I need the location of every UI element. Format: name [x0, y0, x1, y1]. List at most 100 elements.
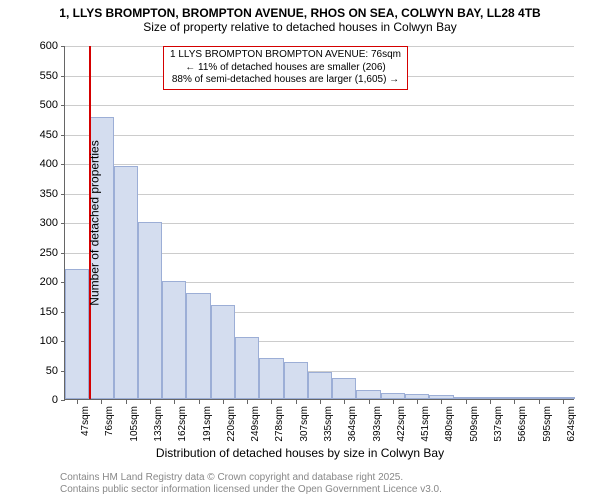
- histogram-bar: [502, 397, 526, 399]
- grid-line: [65, 105, 574, 106]
- xtick-label: 422sqm: [396, 406, 407, 442]
- xtick-label: 162sqm: [177, 406, 188, 442]
- histogram-bar: [454, 397, 478, 399]
- annotation-line: 88% of semi-detached houses are larger (…: [170, 74, 401, 87]
- xtick-label: 133sqm: [153, 406, 164, 442]
- xtick-label: 537sqm: [493, 406, 504, 442]
- xtick-mark: [223, 400, 224, 404]
- ytick-mark: [61, 105, 65, 106]
- xtick-label: 249sqm: [250, 406, 261, 442]
- footer-line: Contains public sector information licen…: [60, 484, 590, 496]
- ytick-label: 500: [40, 99, 58, 111]
- histogram-bar: [211, 305, 235, 399]
- chart-subtitle: Size of property relative to detached ho…: [0, 20, 600, 34]
- ytick-mark: [61, 76, 65, 77]
- grid-line: [65, 194, 574, 195]
- xtick-mark: [344, 400, 345, 404]
- histogram-bar: [332, 378, 356, 399]
- ytick-mark: [61, 194, 65, 195]
- xtick-label: 451sqm: [420, 406, 431, 442]
- chart-footer: Contains HM Land Registry data © Crown c…: [60, 472, 590, 496]
- ytick-label: 450: [40, 129, 58, 141]
- xtick-label: 76sqm: [104, 406, 115, 436]
- xtick-label: 105sqm: [129, 406, 140, 442]
- ytick-label: 400: [40, 158, 58, 170]
- xtick-mark: [271, 400, 272, 404]
- xtick-label: 47sqm: [80, 406, 91, 436]
- ytick-label: 0: [52, 394, 58, 406]
- xtick-label: 220sqm: [226, 406, 237, 442]
- histogram-bar: [186, 293, 210, 399]
- xtick-mark: [393, 400, 394, 404]
- grid-line: [65, 164, 574, 165]
- ytick-label: 150: [40, 306, 58, 318]
- x-axis-label: Distribution of detached houses by size …: [0, 446, 600, 460]
- xtick-label: 566sqm: [517, 406, 528, 442]
- xtick-label: 307sqm: [299, 406, 310, 442]
- xtick-mark: [369, 400, 370, 404]
- xtick-mark: [563, 400, 564, 404]
- histogram-bar: [356, 390, 380, 399]
- ytick-mark: [61, 135, 65, 136]
- chart-title-block: 1, LLYS BROMPTON, BROMPTON AVENUE, RHOS …: [0, 6, 600, 34]
- xtick-label: 364sqm: [347, 406, 358, 442]
- histogram-bar: [259, 358, 283, 399]
- histogram-bar: [526, 397, 550, 399]
- ytick-label: 350: [40, 188, 58, 200]
- histogram-bar: [65, 269, 89, 399]
- xtick-mark: [101, 400, 102, 404]
- xtick-mark: [441, 400, 442, 404]
- annotation-box: 1 LLYS BROMPTON BROMPTON AVENUE: 76sqm ←…: [163, 46, 408, 90]
- xtick-label: 509sqm: [469, 406, 480, 442]
- chart-title: 1, LLYS BROMPTON, BROMPTON AVENUE, RHOS …: [0, 6, 600, 20]
- xtick-label: 278sqm: [274, 406, 285, 442]
- histogram-bar: [478, 397, 502, 399]
- histogram-bar: [138, 222, 162, 399]
- xtick-mark: [199, 400, 200, 404]
- annotation-line: ← 11% of detached houses are smaller (20…: [170, 62, 401, 75]
- xtick-label: 335sqm: [323, 406, 334, 442]
- xtick-mark: [296, 400, 297, 404]
- histogram-bar: [429, 395, 453, 399]
- xtick-mark: [77, 400, 78, 404]
- xtick-label: 393sqm: [372, 406, 383, 442]
- xtick-label: 624sqm: [566, 406, 577, 442]
- histogram-bar: [114, 166, 138, 399]
- ytick-mark: [61, 223, 65, 224]
- grid-line: [65, 135, 574, 136]
- histogram-bar: [284, 362, 308, 399]
- histogram-bar: [308, 372, 332, 399]
- xtick-mark: [514, 400, 515, 404]
- xtick-label: 191sqm: [202, 406, 213, 442]
- ytick-label: 600: [40, 40, 58, 52]
- xtick-mark: [320, 400, 321, 404]
- xtick-label: 595sqm: [542, 406, 553, 442]
- chart-plot-area: 1 LLYS BROMPTON BROMPTON AVENUE: 76sqm ←…: [64, 46, 574, 400]
- ytick-mark: [61, 253, 65, 254]
- xtick-mark: [417, 400, 418, 404]
- ytick-mark: [61, 46, 65, 47]
- xtick-mark: [247, 400, 248, 404]
- xtick-mark: [466, 400, 467, 404]
- ytick-mark: [61, 400, 65, 401]
- xtick-mark: [150, 400, 151, 404]
- histogram-bar: [405, 394, 429, 399]
- xtick-mark: [174, 400, 175, 404]
- ytick-label: 50: [46, 365, 58, 377]
- y-axis-label: Number of detached properties: [88, 140, 102, 305]
- histogram-bar: [235, 337, 259, 399]
- xtick-mark: [126, 400, 127, 404]
- xtick-mark: [539, 400, 540, 404]
- xtick-label: 480sqm: [444, 406, 455, 442]
- histogram-bar: [381, 393, 405, 399]
- histogram-bar: [162, 281, 186, 399]
- ytick-label: 250: [40, 247, 58, 259]
- ytick-label: 100: [40, 335, 58, 347]
- ytick-label: 300: [40, 217, 58, 229]
- footer-line: Contains HM Land Registry data © Crown c…: [60, 472, 590, 484]
- ytick-label: 200: [40, 276, 58, 288]
- xtick-mark: [490, 400, 491, 404]
- ytick-label: 550: [40, 70, 58, 82]
- annotation-line: 1 LLYS BROMPTON BROMPTON AVENUE: 76sqm: [170, 49, 401, 62]
- ytick-mark: [61, 164, 65, 165]
